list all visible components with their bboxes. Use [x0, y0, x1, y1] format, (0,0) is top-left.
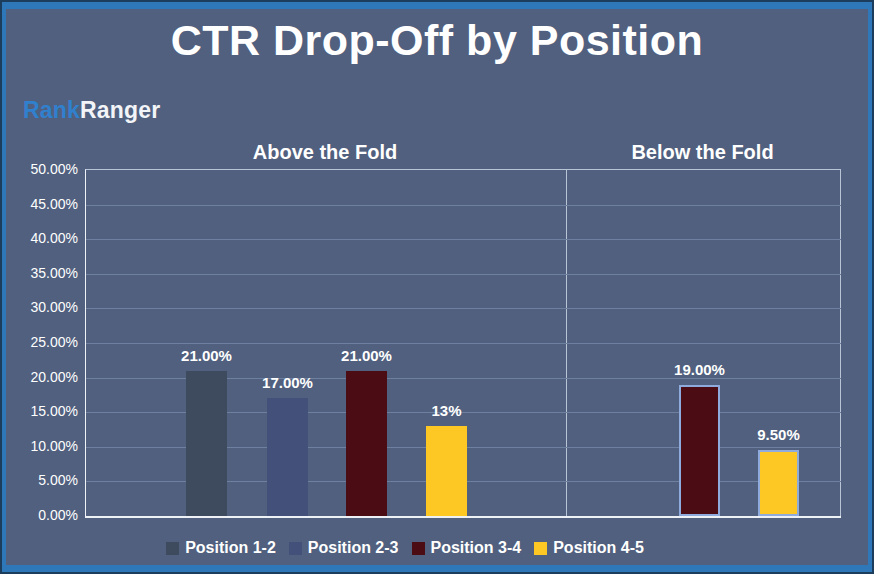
plot-area: 21.00% 17.00% 21.00% 13% 19.00% 9.50%	[85, 169, 841, 518]
legend-label: Position 4-5	[553, 539, 644, 557]
y-tick-label: 30.00%	[2, 299, 78, 315]
gridline	[86, 205, 841, 206]
bar-position-1-2	[186, 371, 227, 516]
logo-part-ranger: Ranger	[80, 97, 160, 123]
section-header-above-the-fold: Above the Fold	[85, 141, 565, 164]
y-tick-label: 15.00%	[2, 403, 78, 419]
bar-position-2-3	[267, 398, 308, 516]
legend-swatch-icon	[289, 542, 302, 555]
gridline	[86, 308, 841, 309]
y-tick-label: 10.00%	[2, 438, 78, 454]
gridline	[86, 343, 841, 344]
section-header-below-the-fold: Below the Fold	[565, 141, 840, 164]
bar-value-label: 19.00%	[674, 361, 725, 378]
legend-label: Position 3-4	[431, 539, 522, 557]
legend-label: Position 2-3	[308, 539, 399, 557]
chart-page: CTR Drop-Off by Position RankRanger Abov…	[0, 0, 874, 574]
gridline	[86, 274, 841, 275]
legend-label: Position 1-2	[185, 539, 276, 557]
y-tick-label: 40.00%	[2, 230, 78, 246]
y-tick-label: 20.00%	[2, 369, 78, 385]
y-tick-label: 25.00%	[2, 334, 78, 350]
bar-value-label: 17.00%	[262, 374, 313, 391]
y-tick-label: 5.00%	[2, 472, 78, 488]
bar-value-label: 21.00%	[181, 347, 232, 364]
legend: Position 1-2 Position 2-3 Position 3-4 Posi…	[0, 539, 840, 557]
legend-item-position-1-2: Position 1-2	[166, 539, 276, 557]
y-tick-label: 45.00%	[2, 196, 78, 212]
bar-value-label: 9.50%	[757, 426, 800, 443]
y-tick-label: 50.00%	[2, 161, 78, 177]
legend-item-position-2-3: Position 2-3	[289, 539, 399, 557]
legend-swatch-icon	[412, 542, 425, 555]
bar-position-4-5	[426, 426, 467, 516]
bar-position-3-4	[679, 385, 720, 517]
y-tick-label: 35.00%	[2, 265, 78, 281]
legend-item-position-3-4: Position 3-4	[412, 539, 522, 557]
bar-value-label: 13%	[431, 402, 461, 419]
y-axis-labels: 0.00% 5.00% 10.00% 15.00% 20.00% 25.00% 30.00%…	[2, 2, 78, 574]
bar-value-label: 21.00%	[341, 347, 392, 364]
bar-position-4-5	[758, 450, 799, 516]
legend-swatch-icon	[166, 542, 179, 555]
gridline	[86, 239, 841, 240]
legend-item-position-4-5: Position 4-5	[534, 539, 644, 557]
chart-title: CTR Drop-Off by Position	[2, 16, 872, 65]
legend-swatch-icon	[534, 542, 547, 555]
bar-position-3-4	[346, 371, 387, 516]
y-tick-label: 0.00%	[2, 507, 78, 523]
